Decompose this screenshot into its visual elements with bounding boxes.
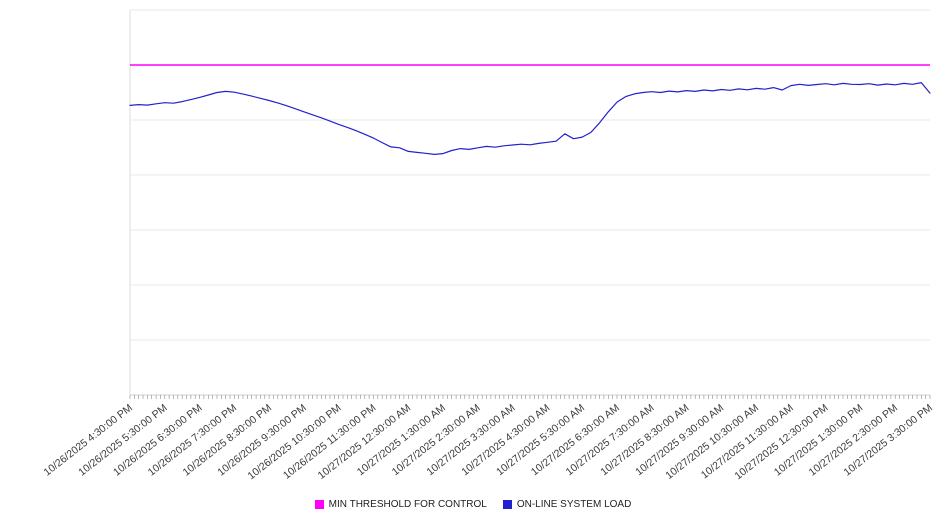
legend-item-min-threshold[interactable]: MIN THRESHOLD FOR CONTROL — [314, 499, 487, 510]
chart-legend: MIN THRESHOLD FOR CONTROL ON-LINE SYSTEM… — [0, 499, 946, 510]
legend-item-system-load[interactable]: ON-LINE SYSTEM LOAD — [502, 499, 632, 510]
legend-label-min-threshold: MIN THRESHOLD FOR CONTROL — [328, 499, 487, 510]
threshold-color-swatch-icon — [314, 500, 324, 509]
legend-label-system-load: ON-LINE SYSTEM LOAD — [516, 499, 632, 510]
load-series-line — [129, 81, 931, 155]
load-color-swatch-icon — [502, 500, 512, 509]
